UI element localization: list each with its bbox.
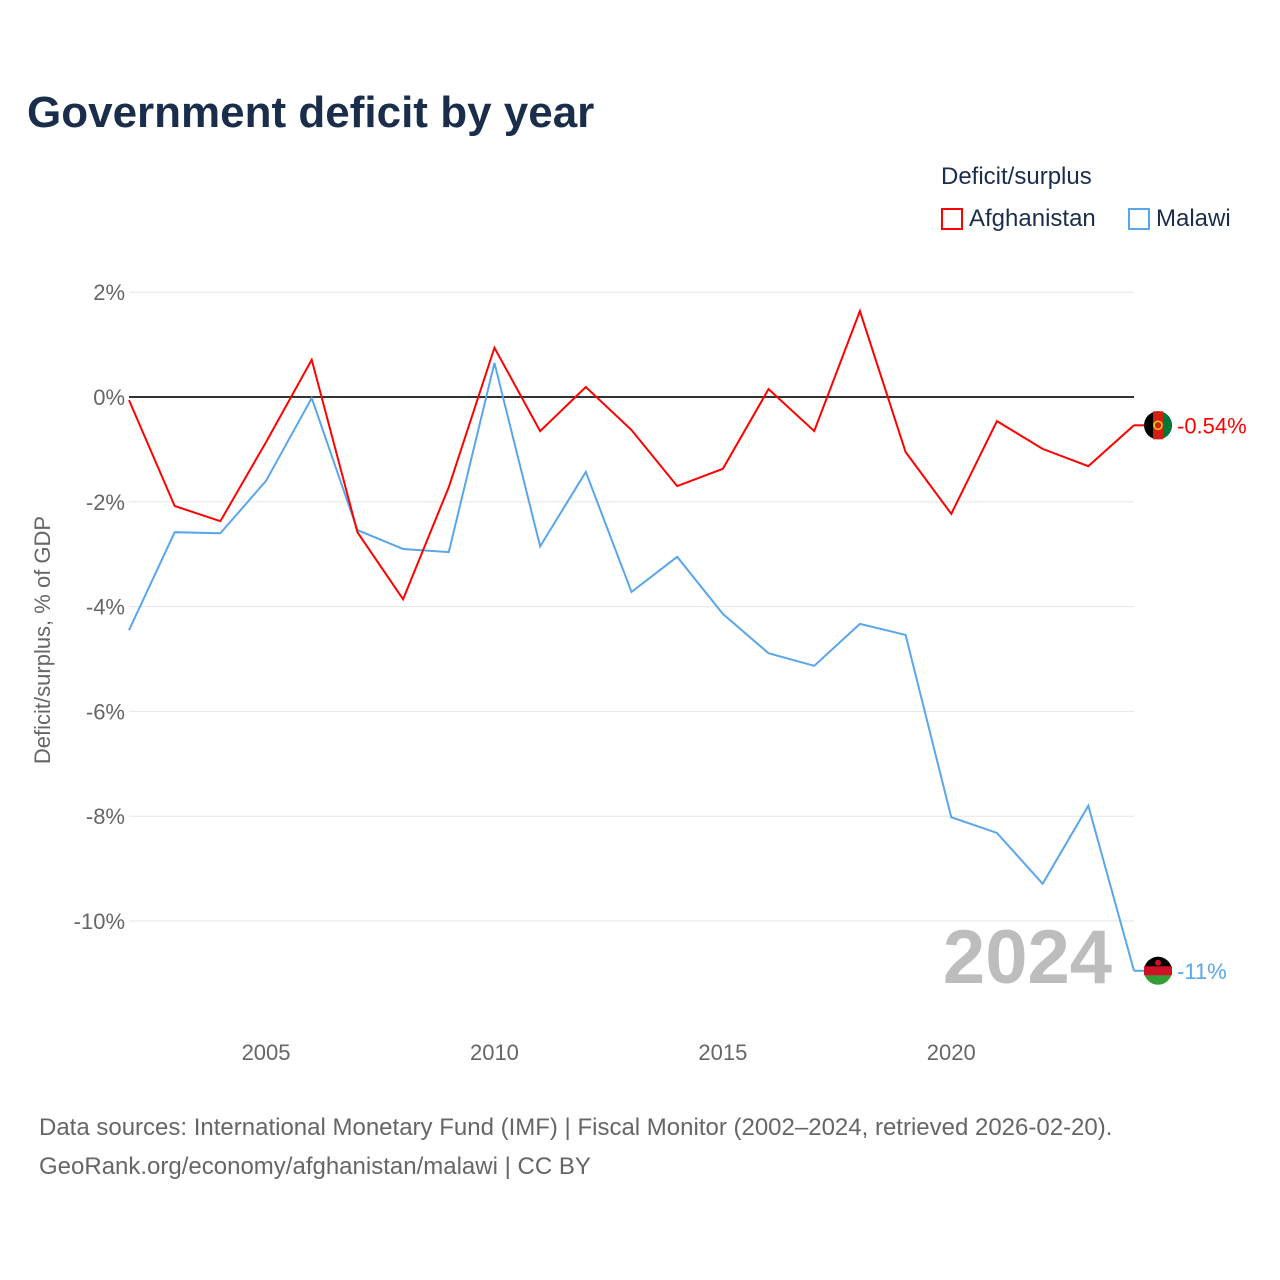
- source-line-1: Data sources: International Monetary Fun…: [39, 1114, 1113, 1141]
- end-value-label: -0.54%: [1177, 413, 1247, 438]
- y-tick-label: -8%: [86, 804, 125, 829]
- legend-swatch: [1128, 208, 1150, 230]
- y-tick-label: 2%: [93, 280, 125, 305]
- source-note: Data sources: International Monetary Fun…: [39, 1108, 1112, 1186]
- flag-emblem: [1153, 420, 1163, 431]
- y-tick-label: -2%: [86, 490, 125, 515]
- end-value-label: -11%: [1177, 959, 1227, 984]
- series-line-malawi: [128, 362, 1135, 972]
- y-tick-label: -10%: [74, 909, 125, 934]
- flag-sun: [1155, 959, 1161, 966]
- y-axis-label: Deficit/surplus, % of GDP: [30, 516, 55, 764]
- flag-stripe: [1153, 411, 1163, 440]
- x-tick-label: 2020: [927, 1040, 976, 1065]
- y-tick-label: -6%: [86, 699, 125, 724]
- x-tick-label: 2015: [698, 1040, 747, 1065]
- flag-stripe: [1163, 412, 1172, 439]
- source-line-2[interactable]: GeoRank.org/economy/afghanistan/malawi |…: [39, 1153, 591, 1180]
- x-tick-label: 2010: [470, 1040, 519, 1065]
- chart-title: Government deficit by year: [27, 88, 595, 137]
- flag-stripe: [1144, 966, 1172, 976]
- legend-item-afghanistan[interactable]: Afghanistan: [941, 205, 1096, 233]
- y-tick-label: 0%: [93, 385, 125, 410]
- legend-title: Deficit/surplus: [941, 163, 1092, 190]
- series-line-afghanistan: [128, 308, 1135, 602]
- x-tick-label: 2005: [242, 1040, 291, 1065]
- legend-label: Malawi: [1156, 205, 1231, 232]
- legend-item-malawi[interactable]: Malawi: [1128, 205, 1231, 233]
- legend-label: Afghanistan: [969, 205, 1096, 232]
- year-watermark: 2024: [943, 915, 1112, 1000]
- legend-swatch: [941, 208, 963, 230]
- y-tick-label: -4%: [86, 595, 125, 620]
